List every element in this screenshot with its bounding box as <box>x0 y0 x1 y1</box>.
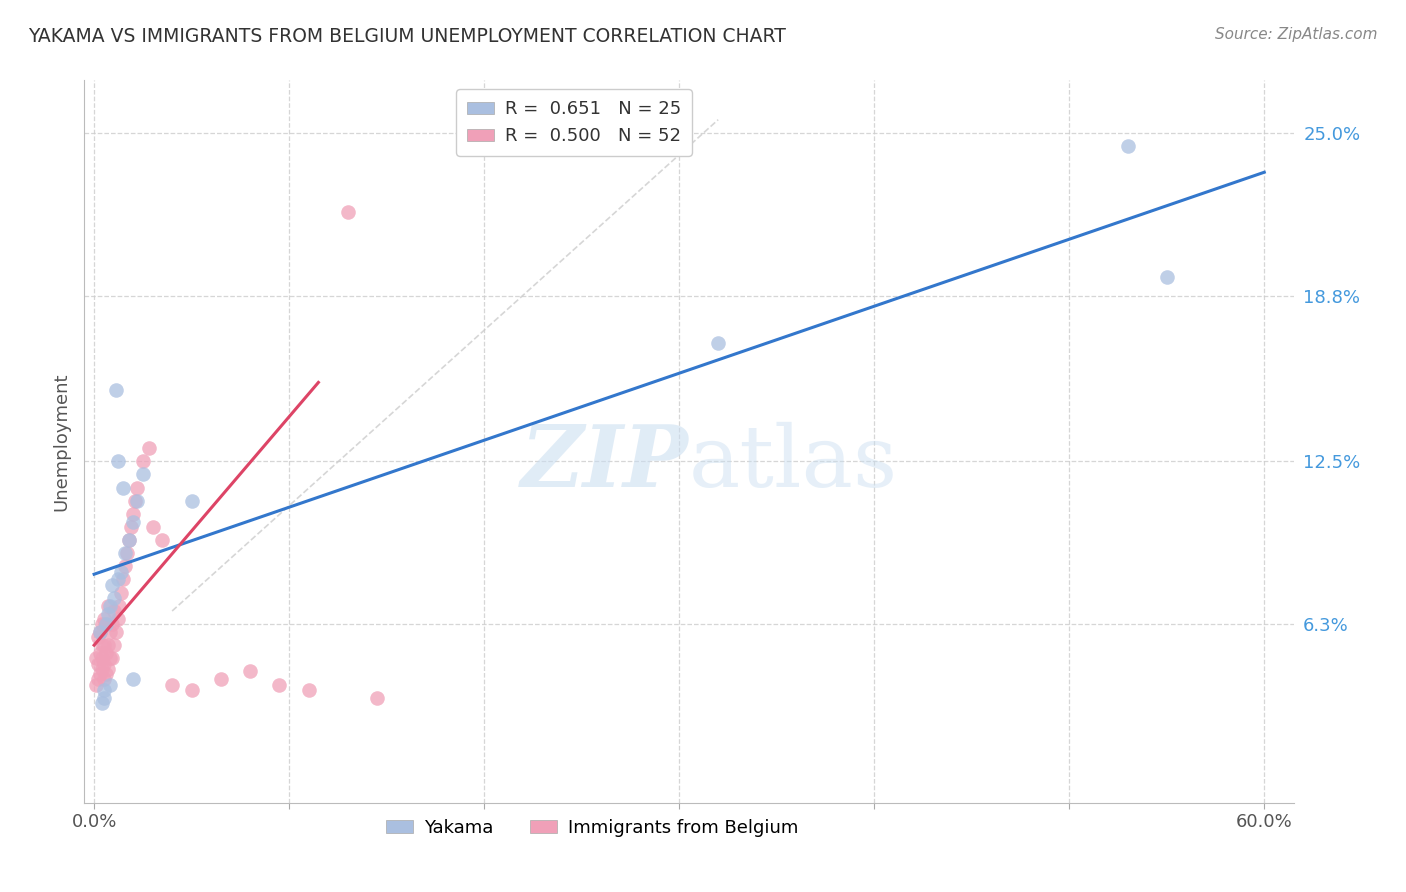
Point <box>93 690 115 705</box>
Point <box>707 336 730 351</box>
Point <box>104 625 127 640</box>
Point <box>108 599 131 613</box>
Point <box>180 682 202 697</box>
Point <box>104 384 127 398</box>
Point <box>100 617 122 632</box>
Point <box>98 677 121 691</box>
Point <box>89 625 111 640</box>
Y-axis label: Unemployment: Unemployment <box>52 372 70 511</box>
Point <box>98 599 121 613</box>
Point <box>239 665 262 679</box>
Point <box>100 578 122 592</box>
Point <box>114 546 136 560</box>
Point <box>269 677 291 691</box>
Point <box>107 573 129 587</box>
Point <box>117 546 139 560</box>
Point <box>93 612 115 626</box>
Point <box>87 673 110 687</box>
Point <box>97 662 120 676</box>
Point <box>107 454 129 468</box>
Point <box>107 612 129 626</box>
Point <box>93 638 115 652</box>
Point <box>90 638 112 652</box>
Point <box>366 690 388 705</box>
Point <box>118 533 141 547</box>
Point <box>114 559 136 574</box>
Point <box>103 604 125 618</box>
Point <box>125 493 148 508</box>
Legend: Yakama, Immigrants from Belgium: Yakama, Immigrants from Belgium <box>380 812 806 845</box>
Point <box>90 662 112 676</box>
Point <box>94 667 117 681</box>
Point <box>97 607 120 621</box>
Point <box>93 657 115 671</box>
Point <box>87 630 110 644</box>
Text: atlas: atlas <box>689 422 898 505</box>
Point <box>180 493 202 508</box>
Point <box>93 682 115 697</box>
Point <box>118 533 141 547</box>
Point <box>1156 270 1178 285</box>
Point <box>90 617 112 632</box>
Point <box>1116 139 1139 153</box>
Point <box>84 651 107 665</box>
Point <box>90 696 112 710</box>
Point <box>98 651 121 665</box>
Point <box>150 533 173 547</box>
Point <box>132 454 155 468</box>
Point <box>87 657 110 671</box>
Point <box>93 673 115 687</box>
Point <box>142 520 165 534</box>
Point <box>110 565 132 579</box>
Point <box>110 585 132 599</box>
Point <box>98 625 121 640</box>
Point <box>122 515 145 529</box>
Point <box>100 651 122 665</box>
Point <box>84 677 107 691</box>
Point <box>120 520 142 534</box>
Point <box>97 638 120 652</box>
Point <box>89 667 111 681</box>
Point <box>94 617 117 632</box>
Text: Source: ZipAtlas.com: Source: ZipAtlas.com <box>1215 27 1378 42</box>
Point <box>103 591 125 605</box>
Text: YAKAMA VS IMMIGRANTS FROM BELGIUM UNEMPLOYMENT CORRELATION CHART: YAKAMA VS IMMIGRANTS FROM BELGIUM UNEMPL… <box>28 27 786 45</box>
Point <box>89 646 111 660</box>
Point <box>132 467 155 482</box>
Point <box>97 599 120 613</box>
Point <box>122 673 145 687</box>
Point <box>112 481 135 495</box>
Point <box>125 481 148 495</box>
Point <box>124 493 146 508</box>
Point <box>90 651 112 665</box>
Point <box>89 625 111 640</box>
Point <box>94 646 117 660</box>
Point <box>209 673 232 687</box>
Point <box>160 677 183 691</box>
Point <box>336 204 359 219</box>
Text: ZIP: ZIP <box>522 421 689 505</box>
Point <box>122 507 145 521</box>
Point <box>103 638 125 652</box>
Point <box>298 682 321 697</box>
Point <box>94 617 117 632</box>
Point <box>138 441 160 455</box>
Point <box>112 573 135 587</box>
